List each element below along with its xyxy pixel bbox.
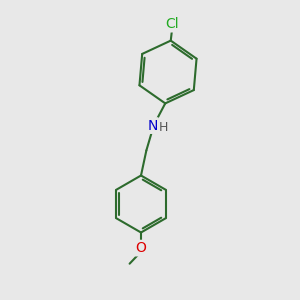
Text: H: H — [159, 121, 168, 134]
Text: Cl: Cl — [165, 17, 179, 31]
Text: O: O — [136, 241, 146, 255]
Text: N: N — [147, 118, 158, 133]
